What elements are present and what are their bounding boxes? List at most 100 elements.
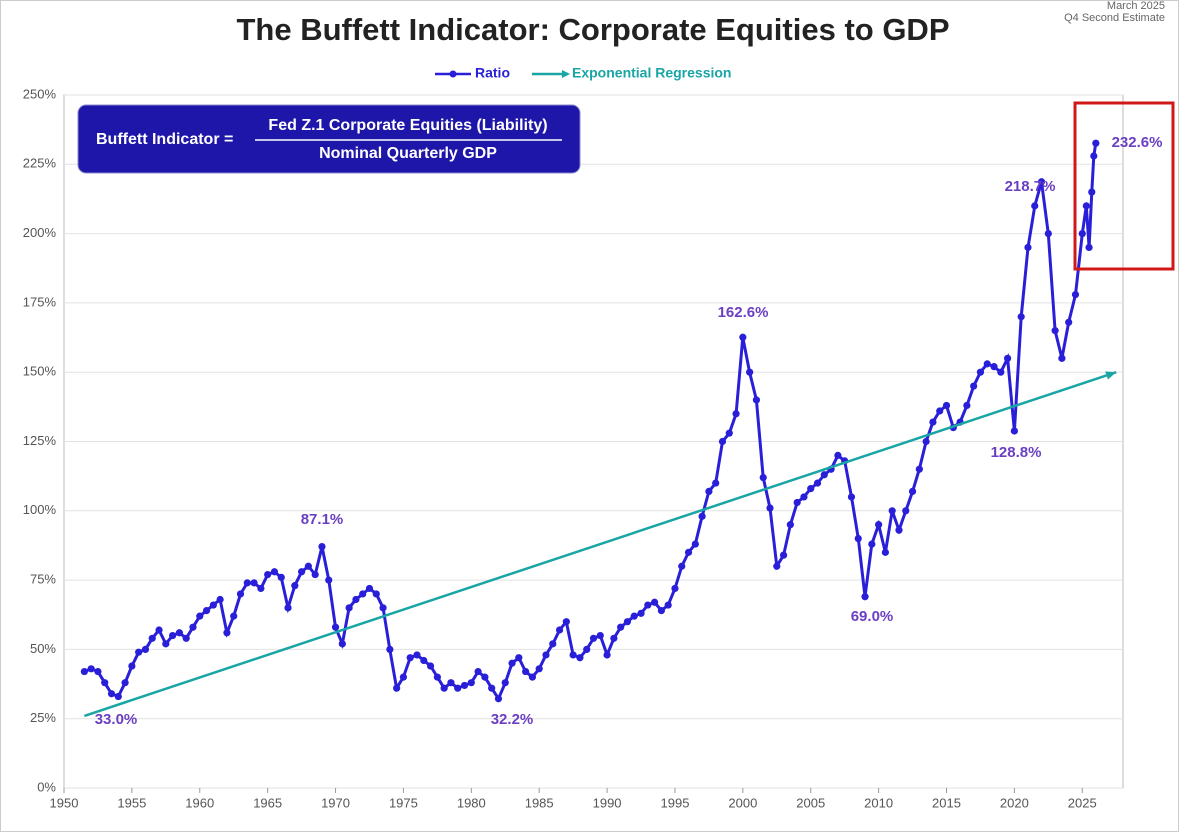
data-point xyxy=(644,601,652,609)
data-point xyxy=(861,593,869,601)
x-tick-label: 1985 xyxy=(525,795,554,810)
y-tick-label: 125% xyxy=(23,433,57,448)
data-point xyxy=(698,512,706,520)
data-point xyxy=(1065,318,1073,326)
data-point xyxy=(583,645,591,654)
y-tick-label: 175% xyxy=(23,294,57,309)
data-point xyxy=(155,626,163,634)
data-point xyxy=(311,570,319,579)
data-point xyxy=(175,629,184,637)
data-point xyxy=(114,692,122,701)
x-tick-label: 1995 xyxy=(661,795,690,810)
data-point xyxy=(895,526,903,534)
data-point xyxy=(766,504,774,512)
legend-label: Ratio xyxy=(475,65,510,81)
annotation: 69.0% xyxy=(851,608,894,625)
y-tick-label: 250% xyxy=(23,86,57,101)
data-point xyxy=(426,662,435,670)
data-point xyxy=(752,396,761,404)
data-point xyxy=(80,667,88,676)
data-point xyxy=(1031,202,1039,210)
data-point xyxy=(297,568,306,576)
data-point xyxy=(596,631,604,640)
data-point xyxy=(868,540,876,548)
data-point xyxy=(135,648,143,656)
legend: Ratio Exponential Regression xyxy=(435,65,731,81)
x-tick-label: 2005 xyxy=(796,795,825,810)
highlight-box xyxy=(1073,101,1175,271)
y-tick-label: 25% xyxy=(30,710,56,725)
data-point xyxy=(257,584,265,593)
y-tick-label: 50% xyxy=(30,641,56,656)
data-point xyxy=(494,695,503,703)
data-point xyxy=(929,418,937,426)
x-tick-label: 1955 xyxy=(117,795,146,810)
data-point xyxy=(508,659,516,667)
data-point xyxy=(515,654,523,662)
annotation: 232.6% xyxy=(1112,134,1163,151)
data-point xyxy=(834,451,842,459)
date-note: Q4 Second Estimate xyxy=(1064,12,1165,24)
data-point xyxy=(474,667,482,676)
arrow-head xyxy=(1105,371,1117,380)
data-point xyxy=(372,590,380,598)
data-point xyxy=(1058,354,1066,362)
data-point xyxy=(990,363,998,371)
x-tick-label: 1990 xyxy=(593,795,622,810)
data-point xyxy=(162,640,170,648)
data-point xyxy=(549,640,557,648)
data-point xyxy=(365,584,374,593)
marks xyxy=(80,139,1117,718)
x-tick-label: 1950 xyxy=(50,795,79,810)
data-point xyxy=(420,656,428,665)
data-point xyxy=(128,662,136,670)
data-point xyxy=(562,618,570,626)
x-tick-label: 2010 xyxy=(864,795,893,810)
date-note: March 2025 xyxy=(1107,0,1165,12)
data-point xyxy=(399,673,408,681)
data-point xyxy=(386,645,394,654)
x-tick-label: 2000 xyxy=(728,795,757,810)
data-point xyxy=(291,582,299,590)
data-point xyxy=(773,562,781,570)
x-tick-label: 2025 xyxy=(1068,795,1097,810)
data-point xyxy=(406,654,414,662)
data-point xyxy=(345,604,353,612)
data-point xyxy=(121,679,129,687)
data-point xyxy=(569,651,577,659)
data-point xyxy=(650,598,659,606)
y-tick-label: 225% xyxy=(23,156,57,171)
data-point xyxy=(196,612,204,620)
data-point xyxy=(922,437,930,446)
data-point xyxy=(189,623,197,631)
x-tick-label: 1965 xyxy=(253,795,282,810)
data-point xyxy=(440,684,448,692)
data-point xyxy=(264,570,272,579)
formula-denominator: Nominal Quarterly GDP xyxy=(319,145,497,162)
data-point xyxy=(230,612,238,620)
data-point xyxy=(94,667,102,676)
data-point xyxy=(1017,313,1025,321)
data-point xyxy=(807,485,815,493)
data-point xyxy=(243,579,251,587)
data-point xyxy=(454,684,462,692)
legend-arrow xyxy=(562,70,570,78)
data-point xyxy=(87,665,95,673)
data-point xyxy=(610,634,618,642)
data-point xyxy=(746,368,754,376)
x-tick-label: 1980 xyxy=(457,795,486,810)
data-point xyxy=(691,540,699,548)
annotation: 128.8% xyxy=(991,444,1042,461)
data-point xyxy=(820,471,828,479)
data-point xyxy=(936,407,944,415)
data-point xyxy=(684,548,693,556)
data-point xyxy=(433,673,441,681)
data-point xyxy=(589,634,598,642)
data-point xyxy=(318,542,326,551)
data-point xyxy=(739,333,747,341)
data-point xyxy=(501,679,509,687)
x-tick-label: 2020 xyxy=(1000,795,1029,810)
annotation: 162.6% xyxy=(718,304,769,321)
data-point xyxy=(712,479,720,487)
formula-left: Buffett Indicator = xyxy=(96,131,233,148)
